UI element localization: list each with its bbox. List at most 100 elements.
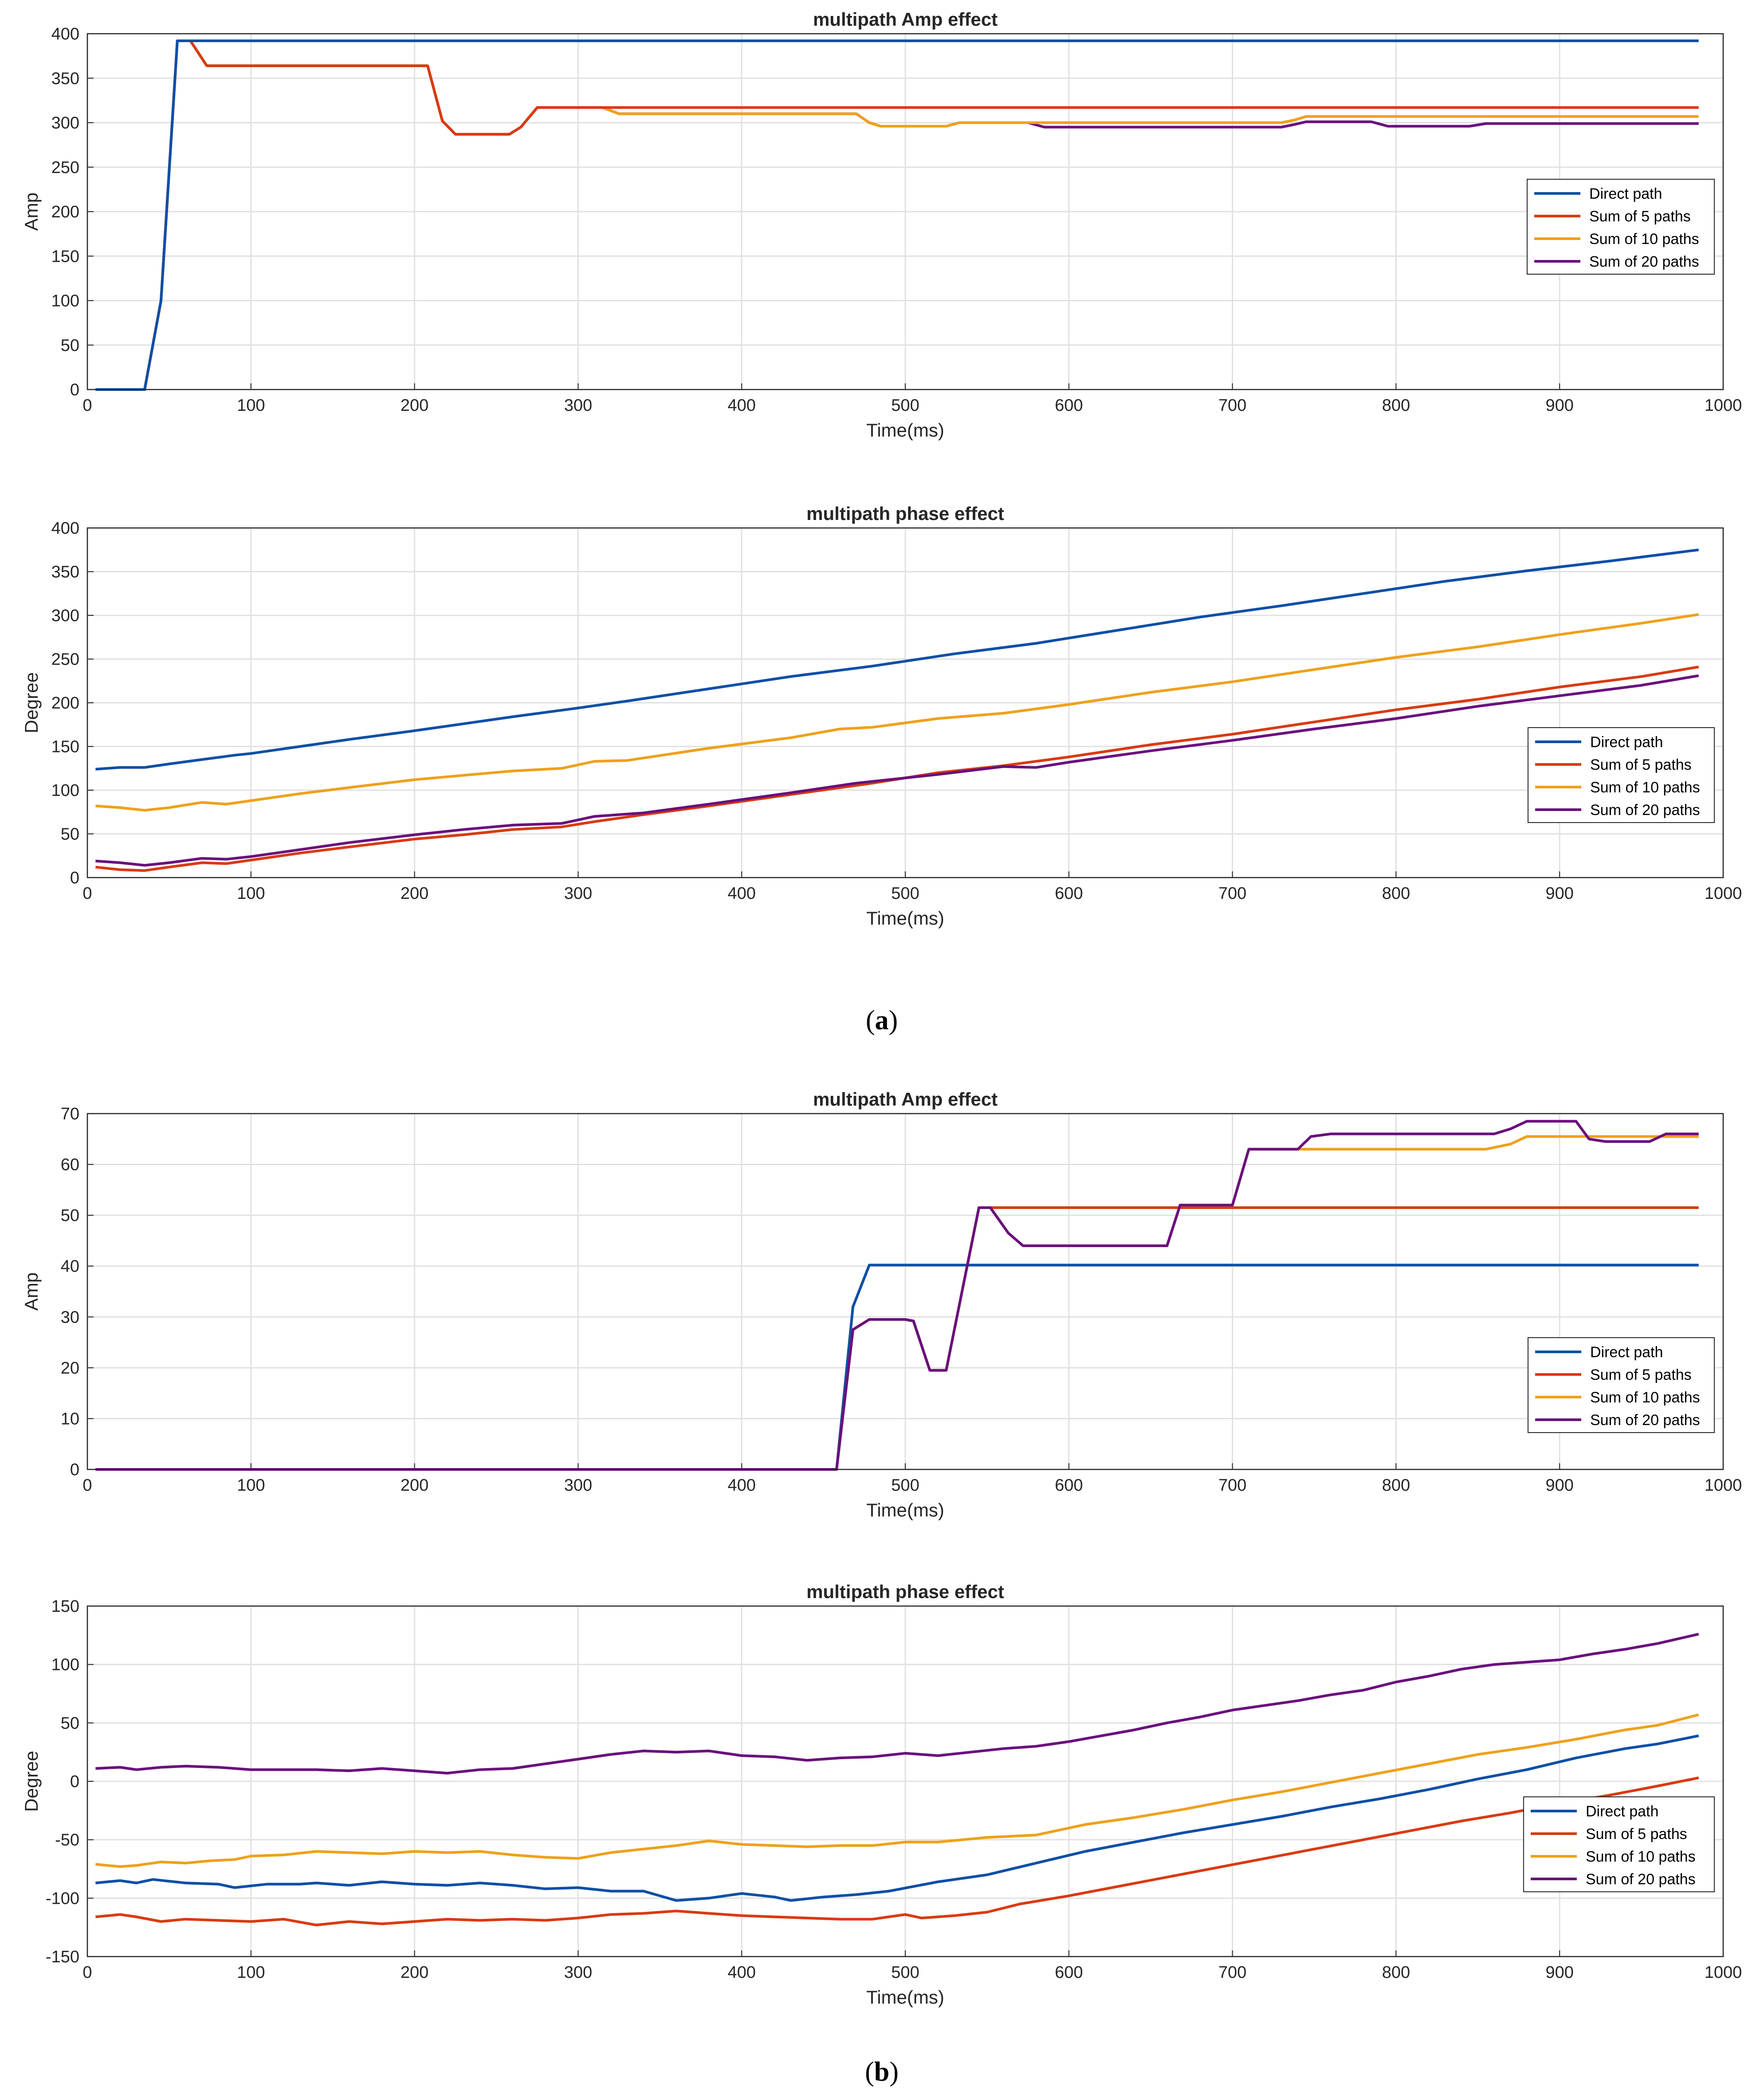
y-tick-label: 0	[70, 1772, 79, 1791]
x-tick-label: 200	[401, 1963, 428, 1982]
y-tick-label: -100	[46, 1889, 79, 1908]
y-tick-label: 400	[51, 519, 79, 538]
legend: Direct path Sum of 5 paths Sum of 10 paths…	[1528, 1337, 1715, 1433]
x-tick-label: 1000	[1705, 396, 1742, 415]
x-tick-label: 900	[1545, 1963, 1573, 1982]
legend-box	[1528, 727, 1715, 823]
y-tick-label: 200	[51, 694, 79, 713]
y-tick-label: 0	[70, 381, 79, 399]
y-tick-label: 70	[61, 1105, 79, 1123]
x-tick-label: 800	[1382, 396, 1410, 415]
x-axis-label: Time(ms)	[866, 420, 944, 441]
x-tick-label: 700	[1218, 884, 1246, 903]
chart-a-phase: 0 100 200 300 400 500 600 700 800 900 1000 0 50 100 15…	[21, 503, 1742, 929]
legend-label-sum5: Sum of 5 paths	[1590, 1366, 1692, 1383]
legend-label-sum20: Sum of 20 paths	[1586, 1871, 1696, 1888]
y-tick-label: 50	[61, 336, 79, 355]
x-tick-label: 300	[564, 1476, 592, 1495]
legend-label-sum20: Sum of 20 paths	[1590, 802, 1700, 819]
x-tick-label: 100	[237, 396, 265, 415]
legend-label-sum20: Sum of 20 paths	[1589, 253, 1699, 270]
y-tick-label: 30	[61, 1308, 79, 1327]
legend: Direct path Sum of 5 paths Sum of 10 paths…	[1523, 1796, 1715, 1892]
legend-box	[1523, 1796, 1715, 1892]
x-tick-label: 100	[237, 1963, 265, 1982]
legend: Direct path Sum of 5 paths Sum of 10 paths…	[1528, 727, 1715, 823]
axes-frame	[86, 1605, 1724, 1957]
chart-title: multipath Amp effect	[813, 9, 998, 30]
x-tick-label: 0	[83, 884, 92, 903]
chart-b-amp: 0 100 200 300 400 500 600 700 800 900 1000 0 10 20 30 4…	[21, 1089, 1742, 1520]
y-tick-label: 250	[51, 650, 79, 669]
legend-label-direct: Direct path	[1586, 1803, 1658, 1820]
chart-title: multipath phase effect	[806, 503, 1004, 524]
x-tick-label: 200	[401, 884, 428, 903]
x-tick-label: 800	[1382, 884, 1410, 903]
x-tick-label: 100	[237, 884, 265, 903]
y-tick-label: 200	[51, 203, 79, 221]
y-tick-label: 0	[70, 869, 79, 887]
x-axis-label: Time(ms)	[866, 1987, 944, 2008]
legend: Direct path Sum of 5 paths Sum of 10 paths…	[1527, 179, 1715, 275]
y-tick-label: 60	[61, 1156, 79, 1174]
y-tick-label: 300	[51, 114, 79, 133]
x-tick-label: 1000	[1705, 884, 1742, 903]
y-tick-label: 250	[51, 158, 79, 177]
x-tick-label: 300	[564, 884, 592, 903]
legend-box	[1527, 179, 1715, 275]
y-tick-label: 100	[51, 1656, 79, 1674]
legend-label-direct: Direct path	[1589, 185, 1662, 202]
x-tick-label: 700	[1218, 1476, 1246, 1495]
y-tick-label: 350	[51, 69, 79, 88]
y-tick-label: 100	[51, 781, 79, 800]
y-tick-label: 350	[51, 563, 79, 582]
chart-a-amp: 0 100 200 300 400 500 600 700 800 900 1000 0 50 100 15…	[21, 9, 1742, 441]
panel-label-b: (b)	[865, 2057, 899, 2087]
y-axis-label: Amp	[21, 193, 42, 231]
x-tick-label: 600	[1055, 396, 1083, 415]
legend-label-direct: Direct path	[1590, 1344, 1663, 1361]
x-tick-label: 900	[1545, 396, 1573, 415]
x-tick-label: 200	[401, 1476, 428, 1495]
series-line-sum20	[95, 1633, 1699, 1775]
legend-box	[1528, 1337, 1715, 1433]
series-line-sum5	[95, 665, 1699, 872]
y-tick-label: 10	[61, 1410, 79, 1428]
chart-title: multipath Amp effect	[813, 1089, 998, 1110]
x-tick-label: 200	[401, 396, 428, 415]
x-tick-label: 600	[1055, 1476, 1083, 1495]
y-tick-label: 20	[61, 1359, 79, 1378]
x-tick-label: 600	[1055, 884, 1083, 903]
legend-label-direct: Direct path	[1590, 734, 1663, 751]
x-axis-label: Time(ms)	[866, 1500, 944, 1520]
x-tick-label: 1000	[1705, 1963, 1742, 1982]
y-tick-label: 50	[61, 1206, 79, 1225]
y-tick-label: 400	[51, 25, 79, 43]
y-tick-label: -150	[46, 1948, 79, 1966]
y-tick-label: 300	[51, 606, 79, 625]
legend-label-sum5: Sum of 5 paths	[1590, 756, 1692, 773]
x-tick-label: 300	[564, 1963, 592, 1982]
legend-label-sum10: Sum of 10 paths	[1590, 1389, 1700, 1406]
y-tick-label: 0	[70, 1461, 79, 1479]
x-tick-label: 0	[83, 1963, 92, 1982]
y-tick-label: 150	[51, 738, 79, 756]
legend-label-sum5: Sum of 5 paths	[1589, 208, 1691, 225]
series-line-sum20	[95, 674, 1699, 867]
x-tick-label: 500	[891, 396, 919, 415]
x-tick-label: 900	[1545, 884, 1573, 903]
x-tick-label: 400	[727, 396, 755, 415]
x-tick-label: 500	[891, 1963, 919, 1982]
x-tick-label: 1000	[1705, 1476, 1742, 1495]
y-tick-label: 150	[51, 247, 79, 266]
y-tick-label: 40	[61, 1257, 79, 1276]
panel-label-a: (a)	[866, 1005, 898, 1036]
x-tick-label: 700	[1218, 396, 1246, 415]
x-tick-label: 800	[1382, 1963, 1410, 1982]
legend-label-sum10: Sum of 10 paths	[1590, 779, 1700, 796]
series-line-direct	[95, 548, 1699, 771]
x-tick-label: 100	[237, 1476, 265, 1495]
x-tick-label: 400	[727, 1476, 755, 1495]
axes-frame	[86, 527, 1724, 878]
legend-label-sum20: Sum of 20 paths	[1590, 1412, 1700, 1429]
